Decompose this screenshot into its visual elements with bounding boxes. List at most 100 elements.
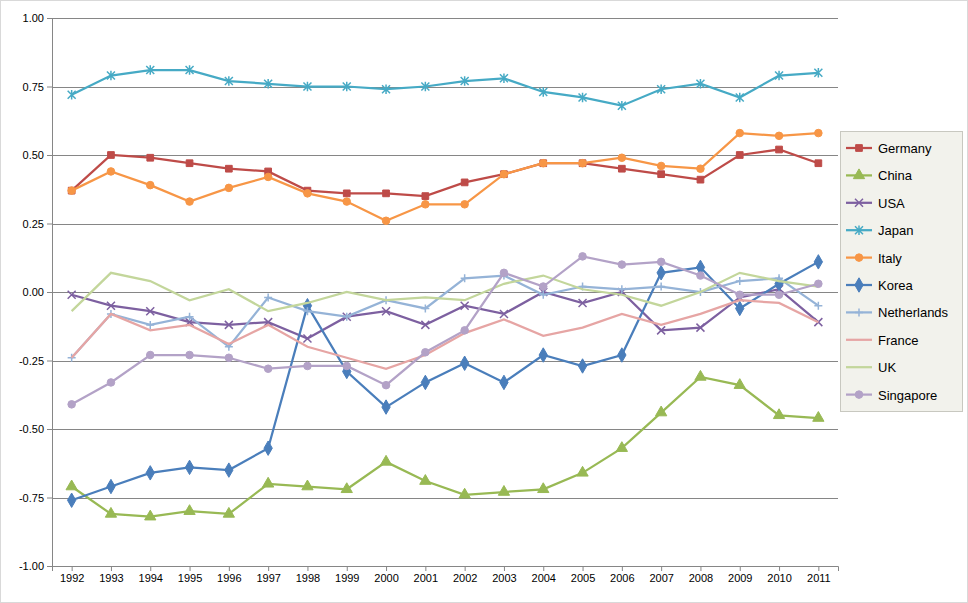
point-marker bbox=[264, 365, 272, 373]
point bbox=[268, 324, 269, 325]
point-group bbox=[621, 294, 622, 295]
x-tick-mark bbox=[583, 566, 584, 571]
x-tick-label: 2010 bbox=[767, 572, 791, 584]
x-tick-mark bbox=[504, 566, 505, 571]
point-marker bbox=[302, 480, 313, 490]
x-tick: 1992 bbox=[60, 566, 84, 584]
point-marker bbox=[618, 154, 626, 162]
point-marker bbox=[343, 313, 351, 321]
x-tick: 1999 bbox=[335, 566, 359, 584]
point-group bbox=[268, 324, 269, 325]
point-marker bbox=[616, 442, 627, 452]
x-tick-label: 2009 bbox=[728, 572, 752, 584]
point-marker bbox=[657, 326, 665, 334]
point-group bbox=[503, 283, 504, 284]
legend-marker-group bbox=[855, 199, 863, 207]
point-marker bbox=[107, 302, 115, 310]
y-axis-line bbox=[47, 19, 53, 567]
series-line bbox=[72, 70, 819, 106]
series bbox=[68, 65, 823, 110]
point-group bbox=[304, 362, 312, 370]
x-tick-mark bbox=[268, 566, 269, 571]
point-group bbox=[264, 293, 272, 301]
legend-entry: Japan bbox=[846, 223, 913, 238]
point-group bbox=[186, 351, 194, 359]
point-group bbox=[150, 281, 151, 282]
x-tick-mark bbox=[150, 566, 151, 571]
point-group bbox=[579, 253, 587, 261]
point-group bbox=[539, 291, 547, 299]
point-marker bbox=[67, 493, 75, 507]
point-marker bbox=[815, 280, 823, 288]
point bbox=[621, 313, 622, 314]
point-marker bbox=[461, 327, 469, 335]
point bbox=[661, 324, 662, 325]
point bbox=[150, 330, 151, 331]
y-tick: 0.75 bbox=[23, 81, 52, 93]
point-group bbox=[697, 272, 705, 280]
point-marker bbox=[146, 321, 154, 329]
point-group bbox=[739, 300, 740, 301]
point-marker bbox=[184, 505, 195, 515]
legend-marker-group bbox=[855, 308, 863, 316]
x-tick-mark bbox=[740, 566, 741, 571]
point-group bbox=[578, 359, 586, 373]
point-marker bbox=[579, 93, 587, 103]
point-marker bbox=[539, 159, 547, 167]
point-marker bbox=[264, 441, 272, 455]
point-group bbox=[146, 466, 154, 480]
point-marker bbox=[578, 359, 586, 373]
point-marker bbox=[815, 160, 822, 167]
point-group bbox=[814, 68, 822, 78]
legend-label: Korea bbox=[878, 278, 913, 293]
point-marker bbox=[303, 82, 311, 92]
point-group bbox=[579, 299, 587, 307]
point-marker bbox=[225, 165, 232, 172]
x-tick-mark bbox=[72, 566, 73, 571]
y-tick-label: -0.25 bbox=[19, 355, 44, 367]
point-marker bbox=[146, 65, 154, 75]
point-marker bbox=[382, 381, 390, 389]
point-group bbox=[225, 165, 232, 172]
point-marker bbox=[421, 321, 429, 329]
point-group bbox=[775, 132, 783, 140]
legend-entry: Germany bbox=[846, 141, 932, 156]
point-marker bbox=[383, 190, 390, 197]
point-group bbox=[621, 313, 622, 314]
point-marker bbox=[696, 324, 704, 332]
point-group bbox=[696, 324, 704, 332]
point bbox=[189, 324, 190, 325]
point-group bbox=[618, 285, 626, 293]
point-group bbox=[382, 400, 390, 414]
y-tick-label: 0.50 bbox=[23, 149, 44, 161]
y-tick: -0.75 bbox=[19, 492, 52, 504]
point-group bbox=[146, 181, 154, 189]
point-group bbox=[108, 152, 115, 159]
legend-marker bbox=[855, 308, 863, 316]
point-group bbox=[538, 483, 549, 493]
point-group bbox=[225, 76, 233, 86]
legend-marker-group bbox=[855, 225, 863, 235]
point-marker bbox=[459, 488, 470, 498]
legend-marker bbox=[855, 225, 863, 235]
x-tick: 2009 bbox=[728, 566, 752, 584]
x-tick-label: 1994 bbox=[139, 572, 163, 584]
x-axis-line bbox=[53, 567, 839, 572]
legend-marker bbox=[855, 391, 863, 399]
legend-marker bbox=[856, 145, 863, 152]
point-marker bbox=[539, 291, 547, 299]
point-group bbox=[421, 82, 429, 92]
x-tick-mark bbox=[229, 566, 230, 571]
point-marker bbox=[225, 463, 233, 477]
legend-label: Italy bbox=[878, 251, 902, 266]
point-group bbox=[700, 313, 701, 314]
point-group bbox=[779, 281, 780, 282]
point-group bbox=[582, 289, 583, 290]
series-line bbox=[72, 300, 819, 369]
point-group bbox=[498, 486, 509, 496]
point-marker bbox=[776, 146, 783, 153]
point-marker bbox=[618, 165, 625, 172]
point-marker bbox=[146, 351, 154, 359]
y-tick-label: 0.00 bbox=[23, 286, 44, 298]
point-marker bbox=[68, 401, 76, 409]
